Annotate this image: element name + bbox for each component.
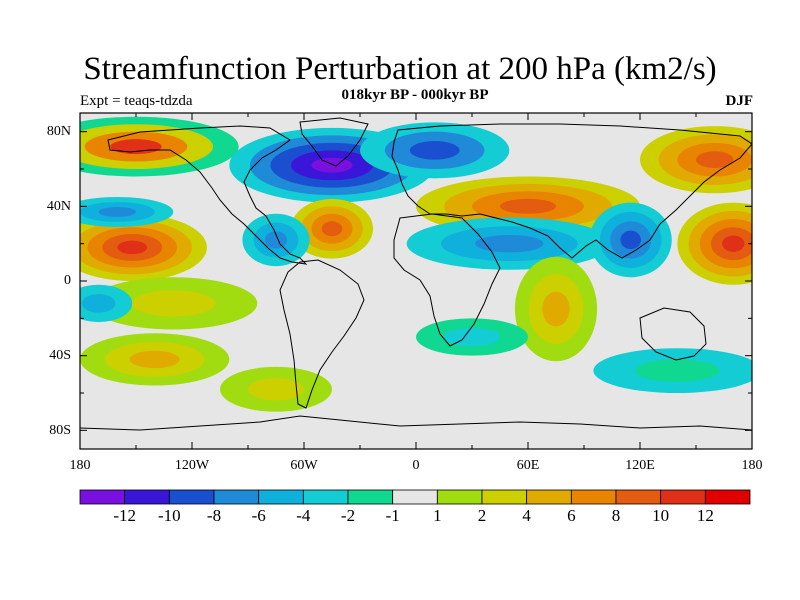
colorbar-label: -2: [340, 506, 356, 525]
contour-region-16-1: [635, 359, 720, 382]
lat-tick-80n: 80N: [46, 124, 71, 139]
season-label: DJF: [725, 93, 754, 109]
north-america-coastline: [107, 125, 308, 265]
colorbar-swatch-7: [392, 489, 438, 505]
contour-region-12-2: [542, 291, 570, 327]
colorbar-swatch-14: [704, 489, 751, 505]
contour-region-18-1: [444, 327, 500, 347]
lon-tick-180e: 180: [741, 458, 763, 473]
colorbar-swatch-12: [615, 489, 662, 505]
colorbar-swatch-8: [436, 489, 483, 505]
axis-ticks: [79, 113, 753, 449]
colorbar-label: -6: [251, 506, 266, 525]
plot-title: Streamfunction Perturbation at 200 hPa (…: [83, 51, 717, 87]
contour-region-6-2: [264, 231, 288, 249]
colorbar: [79, 489, 751, 505]
greenland-coastline: [299, 117, 369, 167]
plot-subtitle: 018kyr BP - 000kyr BP: [341, 87, 489, 103]
colorbar-label: 12: [696, 506, 714, 525]
lat-tick-80s: 80S: [49, 423, 71, 438]
colorbar-swatch-0: [79, 489, 126, 505]
contour-region-11-4: [722, 235, 745, 252]
coastlines: [80, 117, 752, 431]
colorbar-label: 6: [567, 506, 576, 525]
contour-region-7-3: [500, 198, 556, 214]
contour-region-5-3: [321, 221, 343, 237]
colorbar-label: -10: [157, 506, 181, 525]
contour-region-10-3: [696, 151, 734, 169]
lon-tick-180w: 180: [69, 458, 91, 473]
colorbar-label: -8: [206, 506, 222, 525]
colorbar-swatch-2: [168, 489, 215, 505]
colorbar-swatch-5: [302, 489, 349, 505]
colorbar-swatch-9: [481, 489, 528, 505]
contour-region-2-2: [98, 206, 136, 217]
contour-region-4-2: [409, 141, 460, 160]
colorbar-label: 1: [433, 506, 442, 525]
eurasia-coastline: [391, 123, 752, 259]
australia-coastline: [639, 307, 707, 361]
contour-fill: [80, 116, 752, 412]
colorbar-label: 10: [652, 506, 670, 525]
colorbar-label: -1: [385, 506, 400, 525]
contour-region-3-4: [311, 157, 353, 173]
lat-tick-40n: 40N: [46, 199, 71, 214]
lon-tick-120w: 120W: [174, 458, 210, 473]
antarctica-coastline: [80, 415, 752, 431]
africa-coastline: [393, 213, 501, 347]
colorbar-label: -12: [113, 506, 136, 525]
contour-region-1-4: [117, 240, 148, 255]
colorbar-swatch-11: [570, 489, 617, 505]
colorbar-swatch-1: [124, 489, 170, 505]
contour-region-15-1: [248, 378, 304, 401]
colorbar-swatch-3: [213, 489, 260, 505]
lat-tick-40s: 40S: [49, 348, 71, 363]
contour-region-14-2: [129, 350, 180, 369]
south-america-coastline: [279, 259, 365, 409]
colorbar-swatch-10: [526, 489, 572, 505]
colorbar-label: 4: [522, 506, 531, 525]
lon-tick-120e: 120E: [625, 458, 655, 473]
experiment-label: Expt = teaqs-tdzda: [80, 93, 193, 109]
contour-region-17-1: [81, 294, 116, 313]
lon-tick-0: 0: [412, 458, 420, 473]
colorbar-swatch-4: [258, 489, 304, 505]
contour-region-9-3: [620, 230, 641, 250]
contour-region-13-1: [131, 290, 216, 317]
colorbar-swatch-13: [660, 489, 706, 505]
colorbar-label: 2: [477, 506, 487, 525]
colorbar-label: 8: [611, 506, 621, 525]
lon-tick-60e: 60E: [516, 458, 540, 473]
colorbar-label: -4: [296, 506, 311, 525]
lat-tick-0: 0: [64, 273, 71, 288]
colorbar-swatch-6: [347, 489, 394, 505]
lon-tick-60w: 60W: [290, 458, 318, 473]
contour-region-8-2: [475, 234, 544, 253]
